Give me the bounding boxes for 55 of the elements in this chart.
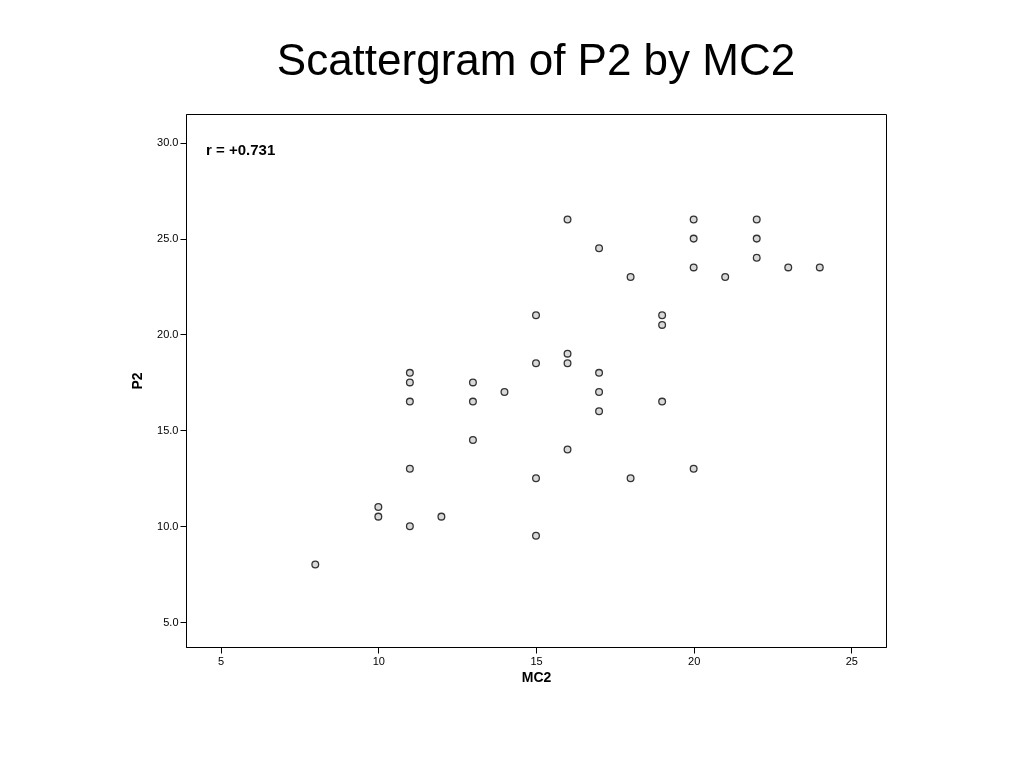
y-tick-label: 15.0 [157, 423, 179, 436]
point [405, 368, 414, 377]
point [468, 397, 477, 406]
point [532, 531, 540, 540]
y-tick-label: 20.0 [157, 327, 179, 340]
point [784, 263, 793, 272]
x-tick-label: 10 [372, 654, 385, 667]
point [468, 378, 477, 387]
point [532, 474, 540, 483]
point [595, 388, 604, 396]
point [626, 474, 635, 483]
y-tick-label: 5.0 [163, 615, 179, 628]
point [721, 272, 730, 281]
point [374, 503, 383, 512]
point [532, 359, 540, 368]
point [595, 244, 604, 253]
x-tick-label: 20 [688, 654, 701, 667]
chart-title: Scattergram of P2 by MC2 [276, 35, 796, 84]
point [752, 253, 761, 262]
point [405, 464, 414, 473]
point [689, 464, 698, 473]
y-tick-label: 25.0 [157, 232, 179, 245]
point [468, 435, 477, 444]
point [689, 215, 698, 224]
x-axis-title: MC2 [521, 668, 552, 685]
point [563, 445, 572, 454]
y-axis-title: P2 [129, 372, 146, 390]
point [405, 522, 414, 531]
annotation: r = +0.731 [206, 141, 276, 158]
point [689, 234, 698, 243]
point [563, 359, 572, 368]
point [658, 320, 667, 329]
x-tick-label: 25 [845, 654, 858, 667]
point [658, 311, 667, 320]
x-tick-label: 5 [218, 654, 225, 667]
point [689, 263, 698, 272]
point [311, 560, 320, 569]
point [374, 512, 383, 521]
point [752, 215, 761, 224]
point [626, 272, 635, 281]
point [563, 215, 572, 224]
y-tick-label: 10.0 [157, 519, 179, 532]
point [815, 263, 824, 272]
point [658, 397, 667, 406]
point [500, 388, 509, 396]
point [532, 311, 540, 320]
x-tick-label: 15 [530, 654, 543, 667]
point [563, 349, 572, 358]
y-tick-label: 30.0 [157, 136, 179, 149]
point [752, 234, 761, 243]
point [595, 407, 604, 416]
point [595, 368, 604, 377]
point [437, 512, 446, 521]
point [405, 397, 414, 406]
point [405, 378, 414, 387]
